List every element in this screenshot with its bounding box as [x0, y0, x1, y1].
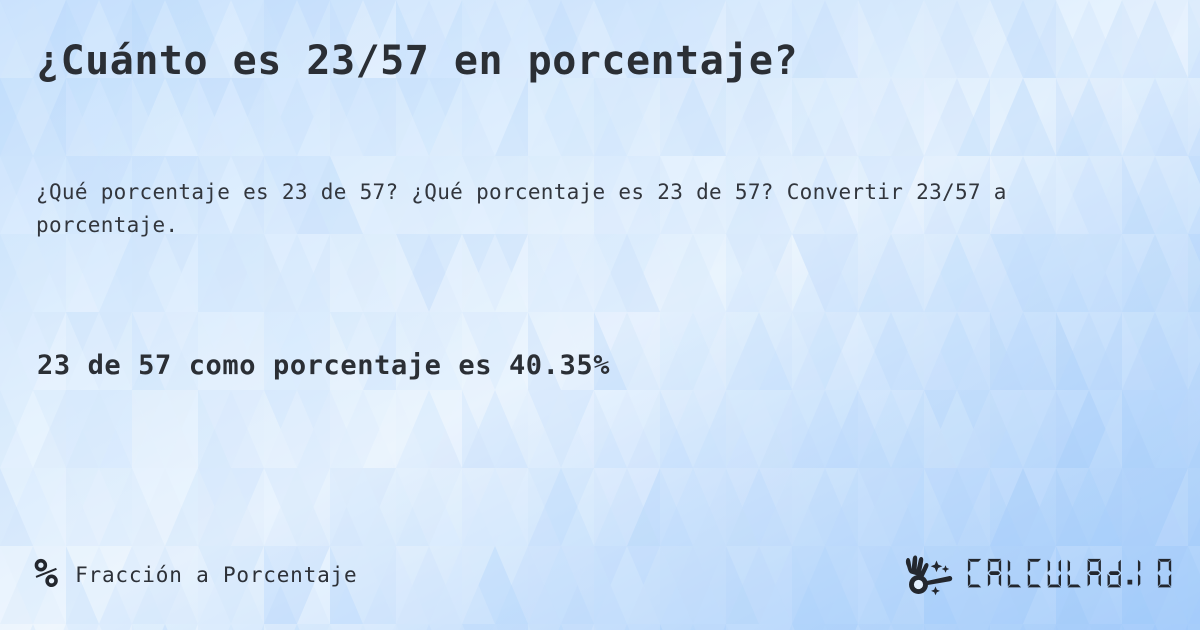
footer-category: % Fracción a Porcentaje	[34, 545, 357, 605]
percent-icon: %	[34, 551, 59, 597]
card-footer: % Fracción a Porcentaje	[0, 545, 1200, 605]
hand-magic-wand-icon	[905, 555, 953, 596]
result-statement: 23 de 57 como porcentaje es 40.35%	[37, 350, 611, 381]
brand-wordmark	[967, 558, 1172, 588]
brand-logo[interactable]	[901, 545, 1176, 605]
footer-category-label: Fracción a Porcentaje	[75, 563, 358, 587]
page-description: ¿Qué porcentaje es 23 de 57? ¿Qué porcen…	[36, 180, 1007, 237]
page-title: ¿Cuánto es 23/57 en porcentaje?	[36, 38, 799, 84]
